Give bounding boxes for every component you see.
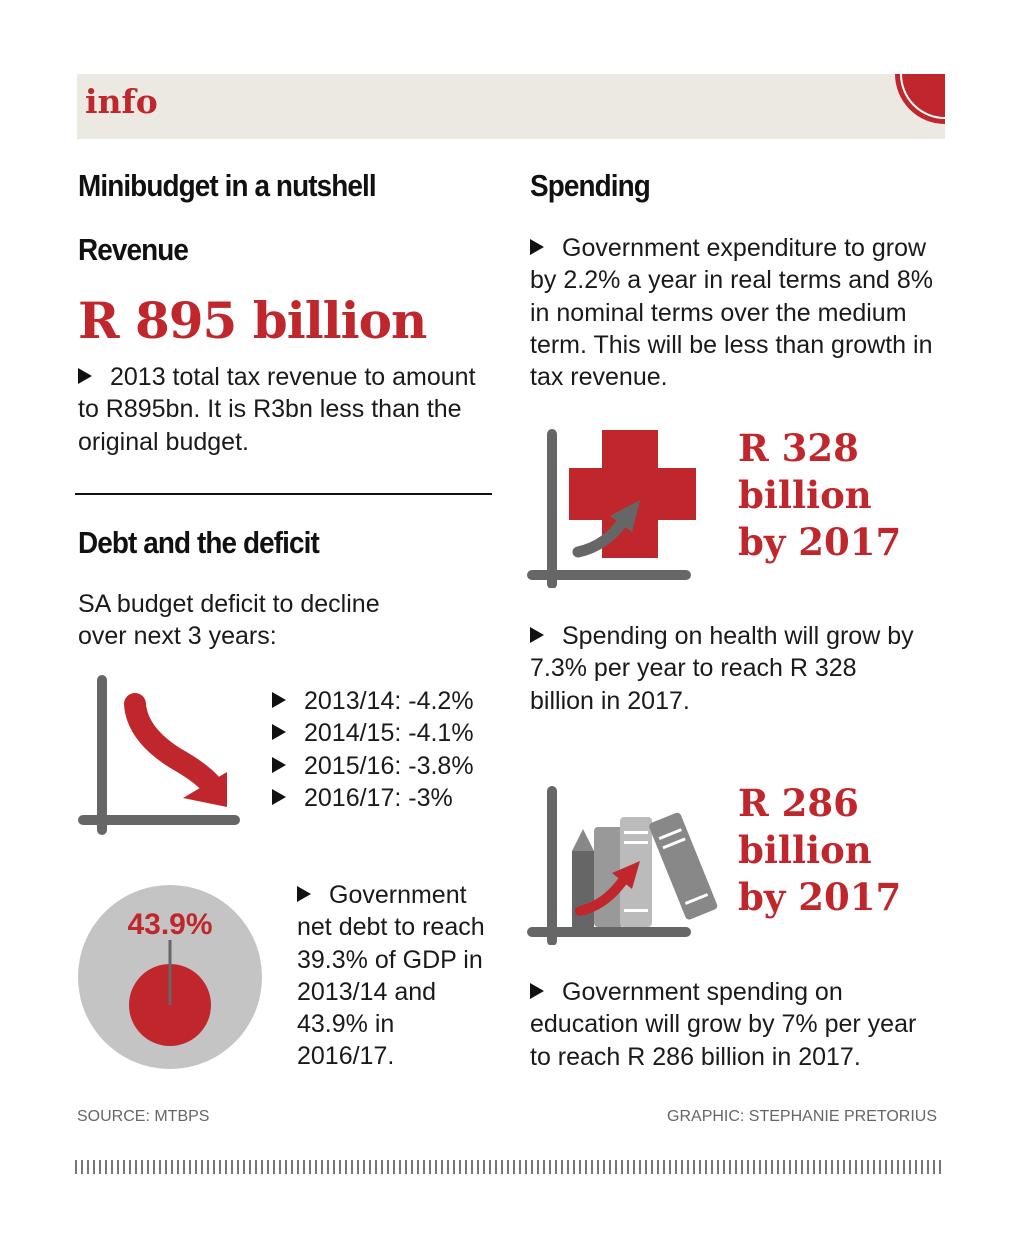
health-year: by 2017: [738, 520, 902, 564]
bullet-icon: [530, 239, 544, 255]
revenue-amount: R 895 billion: [78, 291, 427, 350]
header-band: [77, 74, 945, 139]
bullet-icon: [272, 756, 286, 773]
education-amount: R 286: [738, 781, 859, 825]
bullet-icon: [530, 627, 544, 643]
health-text: Spending on health will grow by 7.3% per…: [530, 620, 920, 717]
main-title: Minibudget in a nutshell: [78, 168, 377, 203]
deficit-value: 2013/14: -4.2%: [304, 687, 474, 715]
declining-chart-icon: [78, 675, 240, 835]
debt-text: Government net debt to reach 39.3% of GD…: [297, 879, 492, 1073]
education-text-content: Government spending on education will gr…: [530, 978, 917, 1071]
revenue-text: 2013 total tax revenue to amount to R895…: [78, 361, 488, 458]
health-chart-icon: [527, 429, 696, 588]
spending-intro-content: Government expenditure to grow by 2.2% a…: [530, 234, 933, 392]
debt-text-content: Government net debt to reach 39.3% of GD…: [297, 881, 485, 1071]
education-text: Government spending on education will gr…: [530, 976, 940, 1073]
spending-intro: Government expenditure to grow by 2.2% a…: [530, 232, 950, 393]
deficit-value: 2016/17: -3%: [304, 783, 453, 812]
deficit-value: 2015/16: -3.8%: [304, 751, 474, 780]
graphic-credit: GRAPHIC: STEPHANIE PRETORIUS: [667, 1108, 937, 1125]
education-year: by 2017: [738, 875, 902, 919]
info-tag: info: [85, 82, 158, 121]
revenue-text-content: 2013 total tax revenue to amount to R895…: [78, 363, 476, 456]
education-stat: R 286 billion by 2017: [738, 780, 901, 921]
bullet-icon: [78, 368, 92, 384]
bullet-icon: [272, 692, 286, 708]
deficit-item: 2016/17: -3%: [272, 782, 474, 814]
deficit-item: 2013/14: -4.2%: [272, 685, 474, 717]
deficit-list: 2013/14: -4.2% 2014/15: -4.1% 2015/16: -…: [272, 685, 474, 814]
deficit-item: 2014/15: -4.1%: [272, 717, 474, 749]
education-chart-icon: [527, 786, 718, 945]
debt-heading: Debt and the deficit: [78, 525, 320, 560]
source-credit: SOURCE: MTBPS: [77, 1108, 210, 1125]
health-unit: billion: [738, 473, 872, 517]
revenue-heading: Revenue: [78, 232, 189, 267]
health-text-content: Spending on health will grow by 7.3% per…: [530, 622, 914, 715]
bullet-icon: [297, 886, 311, 902]
health-amount: R 328: [738, 426, 859, 470]
bullet-icon: [272, 788, 286, 805]
bullet-icon: [272, 724, 286, 741]
education-unit: billion: [738, 828, 872, 872]
spending-heading: Spending: [530, 168, 651, 203]
divider: [75, 493, 492, 495]
corner-circle-icon: [895, 74, 945, 124]
bullet-icon: [530, 983, 544, 999]
deficit-intro: SA budget deficit to decline over next 3…: [78, 590, 380, 651]
debt-percent-label: 43.9%: [127, 908, 213, 941]
health-stat: R 328 billion by 2017: [738, 425, 901, 566]
debt-circle-graphic: [78, 885, 262, 1069]
deficit-value: 2014/15: -4.1%: [304, 719, 474, 748]
barcode-rule: [75, 1160, 945, 1174]
deficit-item: 2015/16: -3.8%: [272, 750, 474, 782]
